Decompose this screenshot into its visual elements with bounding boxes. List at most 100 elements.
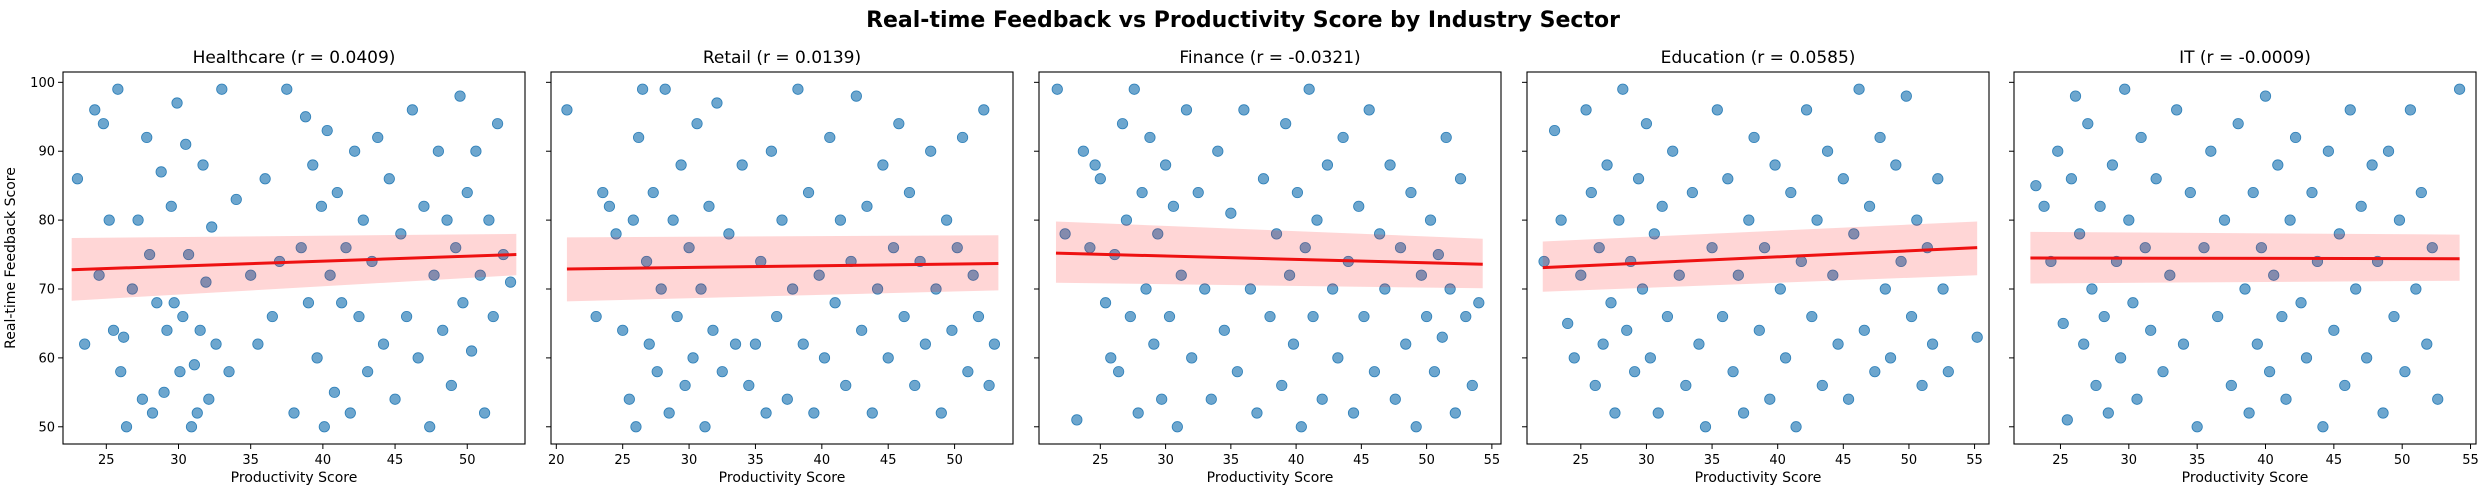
scatter-point — [230, 193, 242, 206]
scatter-point — [188, 359, 200, 371]
scatter-point — [185, 421, 198, 433]
scatter-point — [695, 283, 707, 295]
scatter-point — [2255, 242, 2268, 254]
scatter-point — [2127, 297, 2139, 309]
scatter-point — [1257, 173, 1270, 185]
scatter-point — [771, 310, 783, 323]
scatter-point — [1779, 352, 1792, 364]
scatter-point — [1555, 214, 1567, 226]
scatter-point — [1716, 310, 1729, 323]
scatter-point — [1562, 317, 1574, 330]
plot-frame — [1038, 71, 1502, 445]
scatter-point — [412, 352, 424, 364]
scatter-point — [2421, 338, 2433, 350]
scatter-point — [743, 379, 755, 392]
scatter-point — [887, 242, 900, 254]
scatter-point — [667, 214, 679, 226]
scatter-point — [1389, 393, 1401, 405]
scatter-point — [1853, 83, 1865, 95]
scatter-point — [2344, 104, 2356, 116]
scatter-point — [850, 90, 862, 102]
y-tick-label: 70 — [38, 283, 55, 298]
scatter-point — [1971, 331, 1983, 343]
scatter-point — [2247, 186, 2259, 199]
scatter-point — [627, 214, 639, 226]
scatter-point — [1680, 379, 1692, 392]
scatter-point — [1580, 104, 1592, 116]
scatter-point — [2453, 83, 2466, 95]
scatter-point — [491, 118, 504, 130]
scatter-point — [1186, 352, 1198, 364]
scatter-point — [802, 186, 815, 199]
scatter-point — [792, 83, 804, 95]
scatter-point — [1231, 366, 1243, 378]
scatter-point — [1218, 324, 1230, 336]
y-tick-label: 50 — [38, 420, 55, 435]
scatter-point — [191, 407, 203, 419]
scatter-point — [2205, 145, 2217, 157]
scatter-point — [1800, 104, 1813, 116]
scatter-point — [643, 338, 655, 350]
scatter-point — [295, 242, 307, 254]
scatter-point — [663, 407, 675, 419]
scatter-point — [2069, 90, 2082, 102]
scatter-point — [344, 407, 356, 419]
scatter-point — [2098, 310, 2110, 323]
scatter-point — [935, 407, 947, 419]
scatter-point — [1291, 186, 1304, 199]
scatter-point — [115, 366, 127, 378]
scatter-point — [445, 379, 457, 392]
scatter-point — [362, 366, 374, 378]
scatter-point — [1858, 324, 1870, 336]
scatter-point — [671, 310, 683, 323]
x-tick-label: 45 — [2326, 453, 2343, 468]
scatter-point — [1307, 310, 1319, 323]
scatter-point — [683, 242, 695, 254]
scatter-point — [1128, 83, 1140, 95]
scatter-point — [2295, 297, 2307, 309]
scatter-point — [1436, 331, 1448, 343]
scatter-point — [687, 352, 699, 364]
scatter-point — [1299, 242, 1311, 254]
scatter-point — [2339, 379, 2351, 392]
scatter-point — [168, 297, 180, 309]
scatter-point — [1869, 366, 1881, 378]
scatter-point — [691, 118, 703, 130]
scatter-point — [321, 124, 333, 137]
scatter-point — [1617, 83, 1629, 95]
scatter-point — [2225, 379, 2237, 392]
scatter-point — [760, 407, 772, 419]
scatter-point — [2366, 159, 2378, 171]
scatter-point — [1466, 379, 1478, 392]
scatter-point — [2090, 379, 2102, 392]
scatter-point — [2361, 352, 2373, 364]
x-tick-label: 35 — [747, 453, 764, 468]
scatter-point — [136, 393, 149, 405]
y-tick-label: 100 — [30, 76, 55, 91]
x-tick-label: 30 — [681, 453, 698, 468]
scatter-point — [1440, 131, 1452, 144]
scatter-point — [749, 338, 762, 350]
x-axis-label: Productivity Score — [2182, 470, 2309, 486]
scatter-point — [1303, 83, 1315, 95]
scatter-point — [1693, 338, 1705, 350]
x-tick-label: 45 — [387, 453, 404, 468]
scatter-point — [1916, 379, 1928, 392]
x-axis-label: Productivity Score — [719, 470, 846, 486]
scatter-point — [1811, 214, 1823, 226]
x-tick-label: 50 — [2394, 453, 2411, 468]
scatter-point — [597, 186, 609, 199]
scatter-point — [1568, 352, 1580, 364]
scatter-point — [1140, 283, 1152, 295]
scatter-point — [1827, 269, 1839, 281]
scatter-point — [318, 421, 330, 433]
scatter-point — [877, 159, 889, 171]
x-tick-label: 35 — [242, 453, 259, 468]
scatter-point — [941, 214, 953, 226]
scatter-point — [2061, 414, 2073, 426]
scatter-point — [223, 366, 235, 378]
scatter-point — [2157, 366, 2169, 378]
scatter-point — [197, 159, 209, 171]
scatter-point — [703, 200, 715, 212]
scatter-point — [71, 173, 84, 185]
